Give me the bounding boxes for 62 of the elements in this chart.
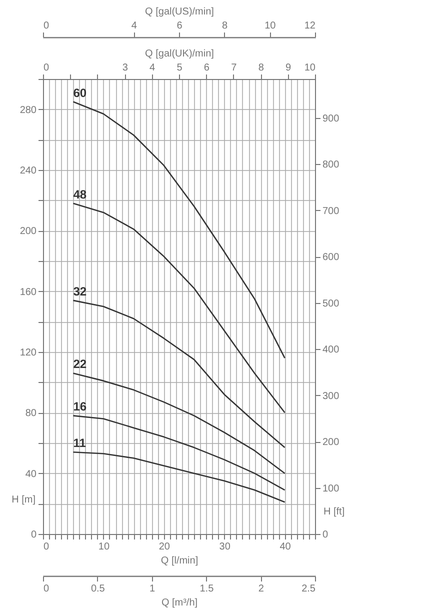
series-label: 48: [73, 187, 87, 202]
x2-tick-label: 9: [286, 62, 292, 74]
x-tick-label: 40: [280, 542, 292, 552]
y2-axis-title: H [ft]: [324, 506, 345, 518]
y2-tick-label: 200: [322, 437, 340, 448]
x-tick-label: 20: [158, 542, 170, 552]
x-axis-title: Q [l/min]: [160, 556, 198, 566]
y-tick-label: 280: [20, 104, 37, 116]
text: Q [m³/h]: [161, 598, 198, 608]
x2-tick-label: 0: [44, 62, 50, 74]
x2-tick-label: 10: [304, 62, 316, 74]
text: 10: [264, 20, 276, 32]
series-label: 22: [73, 357, 87, 372]
y2-tick-label: 700: [322, 206, 340, 217]
y2-tick-label: 600: [322, 252, 340, 264]
x-tick-label: 10: [98, 542, 110, 552]
text: 0.5: [90, 584, 106, 594]
y2-tick-label: 500: [322, 298, 340, 310]
x2-tick-label: 6: [204, 62, 210, 74]
y-tick-label: 80: [25, 408, 37, 420]
text: 1: [150, 584, 156, 594]
text: 0: [44, 20, 50, 32]
series-label: 32: [73, 284, 87, 298]
y2-tick-label: 800: [322, 160, 340, 171]
y-tick-label: 120: [20, 348, 37, 358]
text: 12: [304, 20, 316, 32]
line-series: [72, 451, 286, 503]
line-series: [72, 101, 286, 359]
x2-tick-label: 4: [150, 62, 156, 74]
y-tick-label: 160: [20, 286, 37, 298]
text: 2.5: [302, 584, 316, 594]
x-tick-label: 30: [219, 542, 231, 552]
x2-tick-label: 8: [258, 62, 264, 74]
x2-tick-label: 7: [231, 62, 238, 74]
x-tick-label: 0: [44, 542, 50, 552]
y-tick-label: 40: [25, 468, 37, 480]
y2-tick-label: 0: [322, 530, 328, 540]
line-series: [72, 415, 286, 491]
y-axis-title: H [m]: [12, 494, 36, 506]
series-label: 11: [73, 436, 86, 450]
x2-tick-label: 5: [176, 62, 183, 74]
y2-tick-label: 400: [322, 344, 340, 356]
y2-tick-label: 900: [322, 113, 340, 124]
line-series: [72, 202, 286, 414]
y2-tick-label: 300: [322, 390, 340, 402]
x2-tick-label: 3: [122, 62, 128, 74]
y-tick-label: 240: [20, 166, 37, 176]
text: 1.5: [200, 584, 214, 594]
series-label: 16: [73, 400, 87, 414]
text: 6: [176, 20, 183, 32]
y-tick-label: 0: [30, 530, 37, 540]
text: 4: [131, 20, 138, 32]
series-label: 60: [73, 86, 87, 100]
line-series: [72, 300, 286, 448]
line-series: [72, 372, 286, 474]
y-tick-label: 200: [20, 226, 37, 238]
y2-tick-label: 100: [322, 483, 340, 494]
x2-axis-title: Q [gal(UK)/min]: [145, 48, 214, 60]
text: 8: [222, 20, 228, 32]
text: 0: [44, 584, 50, 594]
text: Q [gal(US)/min]: [145, 6, 214, 18]
text: 2: [258, 584, 264, 594]
